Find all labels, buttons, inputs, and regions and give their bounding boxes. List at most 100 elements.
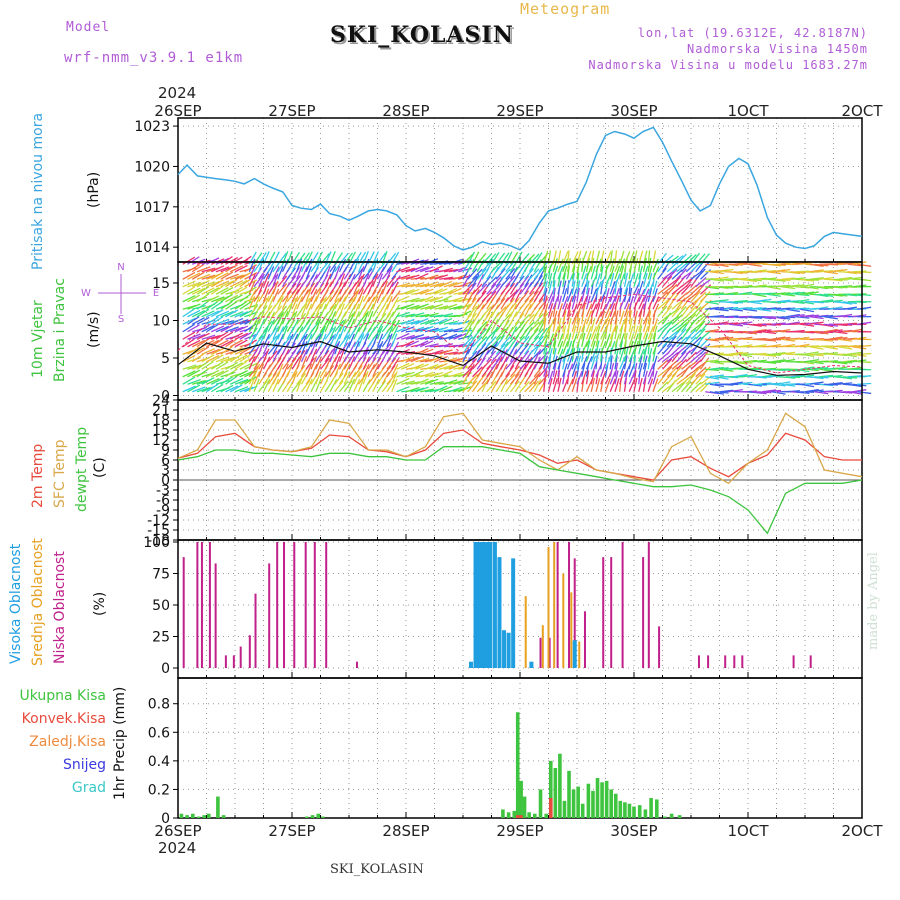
- wind-barb: [239, 353, 252, 363]
- wind-barb: [842, 353, 857, 358]
- wind-barb: [614, 348, 620, 362]
- wind-barb: [471, 289, 480, 303]
- wind-barb: [215, 325, 230, 333]
- dewpoint-line: [177, 446, 863, 535]
- wind-barb: [248, 266, 256, 280]
- wind-barb: [391, 357, 400, 370]
- wind-barb: [590, 355, 597, 370]
- wind-barb: [533, 313, 544, 325]
- wind-barb: [272, 280, 279, 295]
- ytick-label: -9: [156, 503, 170, 519]
- low-cloud-bar: [224, 655, 227, 668]
- precip-bar: [512, 810, 517, 818]
- wind-barb: [334, 363, 341, 378]
- wind-barb: [595, 318, 603, 333]
- wind-barb: [391, 281, 399, 295]
- wind-barb: [429, 349, 444, 355]
- wind-barb: [187, 287, 201, 295]
- wind-barb: [781, 383, 796, 387]
- wind-barb: [357, 312, 368, 325]
- wind-barb: [642, 288, 650, 302]
- wind-barb: [800, 366, 815, 370]
- low-cloud-bar: [239, 646, 242, 668]
- wind-barb: [424, 378, 439, 385]
- wind-barb: [196, 332, 210, 340]
- wind-barb: [623, 370, 629, 385]
- wind-barb: [471, 274, 480, 288]
- wind-barb: [609, 340, 616, 355]
- wind-barb: [215, 266, 230, 273]
- wind-barb: [552, 347, 557, 362]
- wind-barb: [552, 378, 558, 392]
- wind-barb: [467, 312, 477, 325]
- wind-barb: [590, 303, 598, 317]
- wind-barb: [600, 303, 607, 318]
- wind-barb: [362, 258, 370, 273]
- ytick-label: -6: [156, 493, 170, 509]
- wind-barb: [277, 311, 285, 325]
- wind-barb: [391, 312, 401, 325]
- wind-barb: [300, 297, 311, 310]
- wind-barb: [201, 354, 215, 363]
- wind-barb: [519, 358, 531, 370]
- wind-barb: [647, 265, 653, 280]
- wind-barb: [405, 387, 420, 393]
- wind-barb: [386, 295, 393, 310]
- pressure-ylabel: Pritisak na nivou mora: [30, 113, 46, 270]
- wind-barb: [666, 283, 678, 295]
- wind-barb: [676, 328, 687, 340]
- wind-barb: [847, 351, 862, 355]
- wind-barb: [211, 296, 225, 303]
- wind-barb: [709, 391, 724, 395]
- wind-barb: [562, 295, 569, 310]
- wind-barb: [196, 386, 211, 393]
- wind-barb: [728, 301, 744, 304]
- wind-barb: [415, 266, 429, 273]
- wind-barb: [662, 270, 675, 280]
- wind-barb: [690, 381, 702, 393]
- wind-barb: [547, 310, 554, 325]
- wind-barb: [405, 274, 420, 280]
- wind-barb: [781, 316, 796, 319]
- wind-barb: [566, 318, 572, 332]
- wind-barb: [229, 279, 244, 288]
- day-label-top: 2OCT: [842, 102, 884, 120]
- wind-barb: [319, 350, 330, 363]
- wind-barb: [819, 314, 834, 318]
- wind-barb: [305, 363, 313, 377]
- wind-barb: [547, 295, 554, 310]
- wind-barb: [838, 376, 853, 380]
- wind-barb: [182, 295, 196, 303]
- wind-barb: [206, 310, 220, 318]
- wind-barb: [500, 260, 511, 273]
- wind-barb: [581, 332, 586, 347]
- wind-barb: [804, 368, 820, 372]
- wind-barb: [206, 257, 220, 265]
- wind-barb: [724, 338, 739, 342]
- wind-barb: [781, 351, 796, 355]
- wind-barb: [415, 357, 430, 363]
- wind-barb: [585, 370, 590, 385]
- wind-barb: [519, 363, 527, 378]
- low-cloud-bar: [697, 655, 700, 668]
- wind-barb: [206, 280, 220, 288]
- wind-barb: [182, 317, 196, 325]
- wind-barb: [500, 313, 511, 325]
- wind-barb: [529, 380, 539, 393]
- wind-barb: [585, 318, 592, 332]
- wind-barb: [690, 373, 702, 385]
- wind-barb: [201, 274, 216, 280]
- wind-barb: [300, 341, 308, 355]
- wind-barb: [182, 385, 196, 393]
- wind-barb: [225, 273, 239, 280]
- wind-barb: [633, 377, 638, 392]
- wind-barb: [291, 282, 302, 295]
- wind-barb: [543, 326, 551, 340]
- wind-barb: [215, 318, 230, 325]
- wind-barb: [462, 313, 473, 325]
- ytick-label: -18: [147, 533, 170, 549]
- wind-barb: [353, 311, 361, 325]
- wind-barb: [229, 384, 243, 393]
- wind-barb: [642, 377, 647, 392]
- wind-barb: [857, 306, 872, 310]
